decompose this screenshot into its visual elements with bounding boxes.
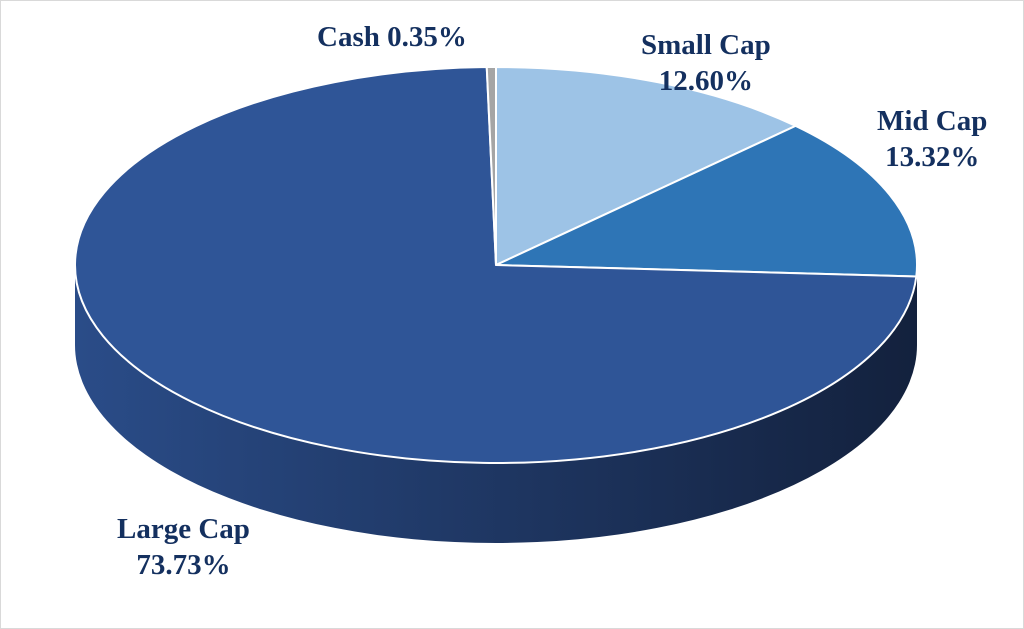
slice-mid-cap <box>495 124 918 278</box>
label-cash: Cash 0.35% <box>317 21 467 53</box>
pie-side <box>75 265 917 543</box>
slice-small-cap <box>495 66 797 266</box>
label-mid-cap: Mid Cap 13.32% <box>877 105 988 173</box>
slice-cash <box>485 66 497 266</box>
label-large-cap: Large Cap 73.73% <box>117 513 250 581</box>
label-small-cap: Small Cap 12.60% <box>641 29 771 97</box>
